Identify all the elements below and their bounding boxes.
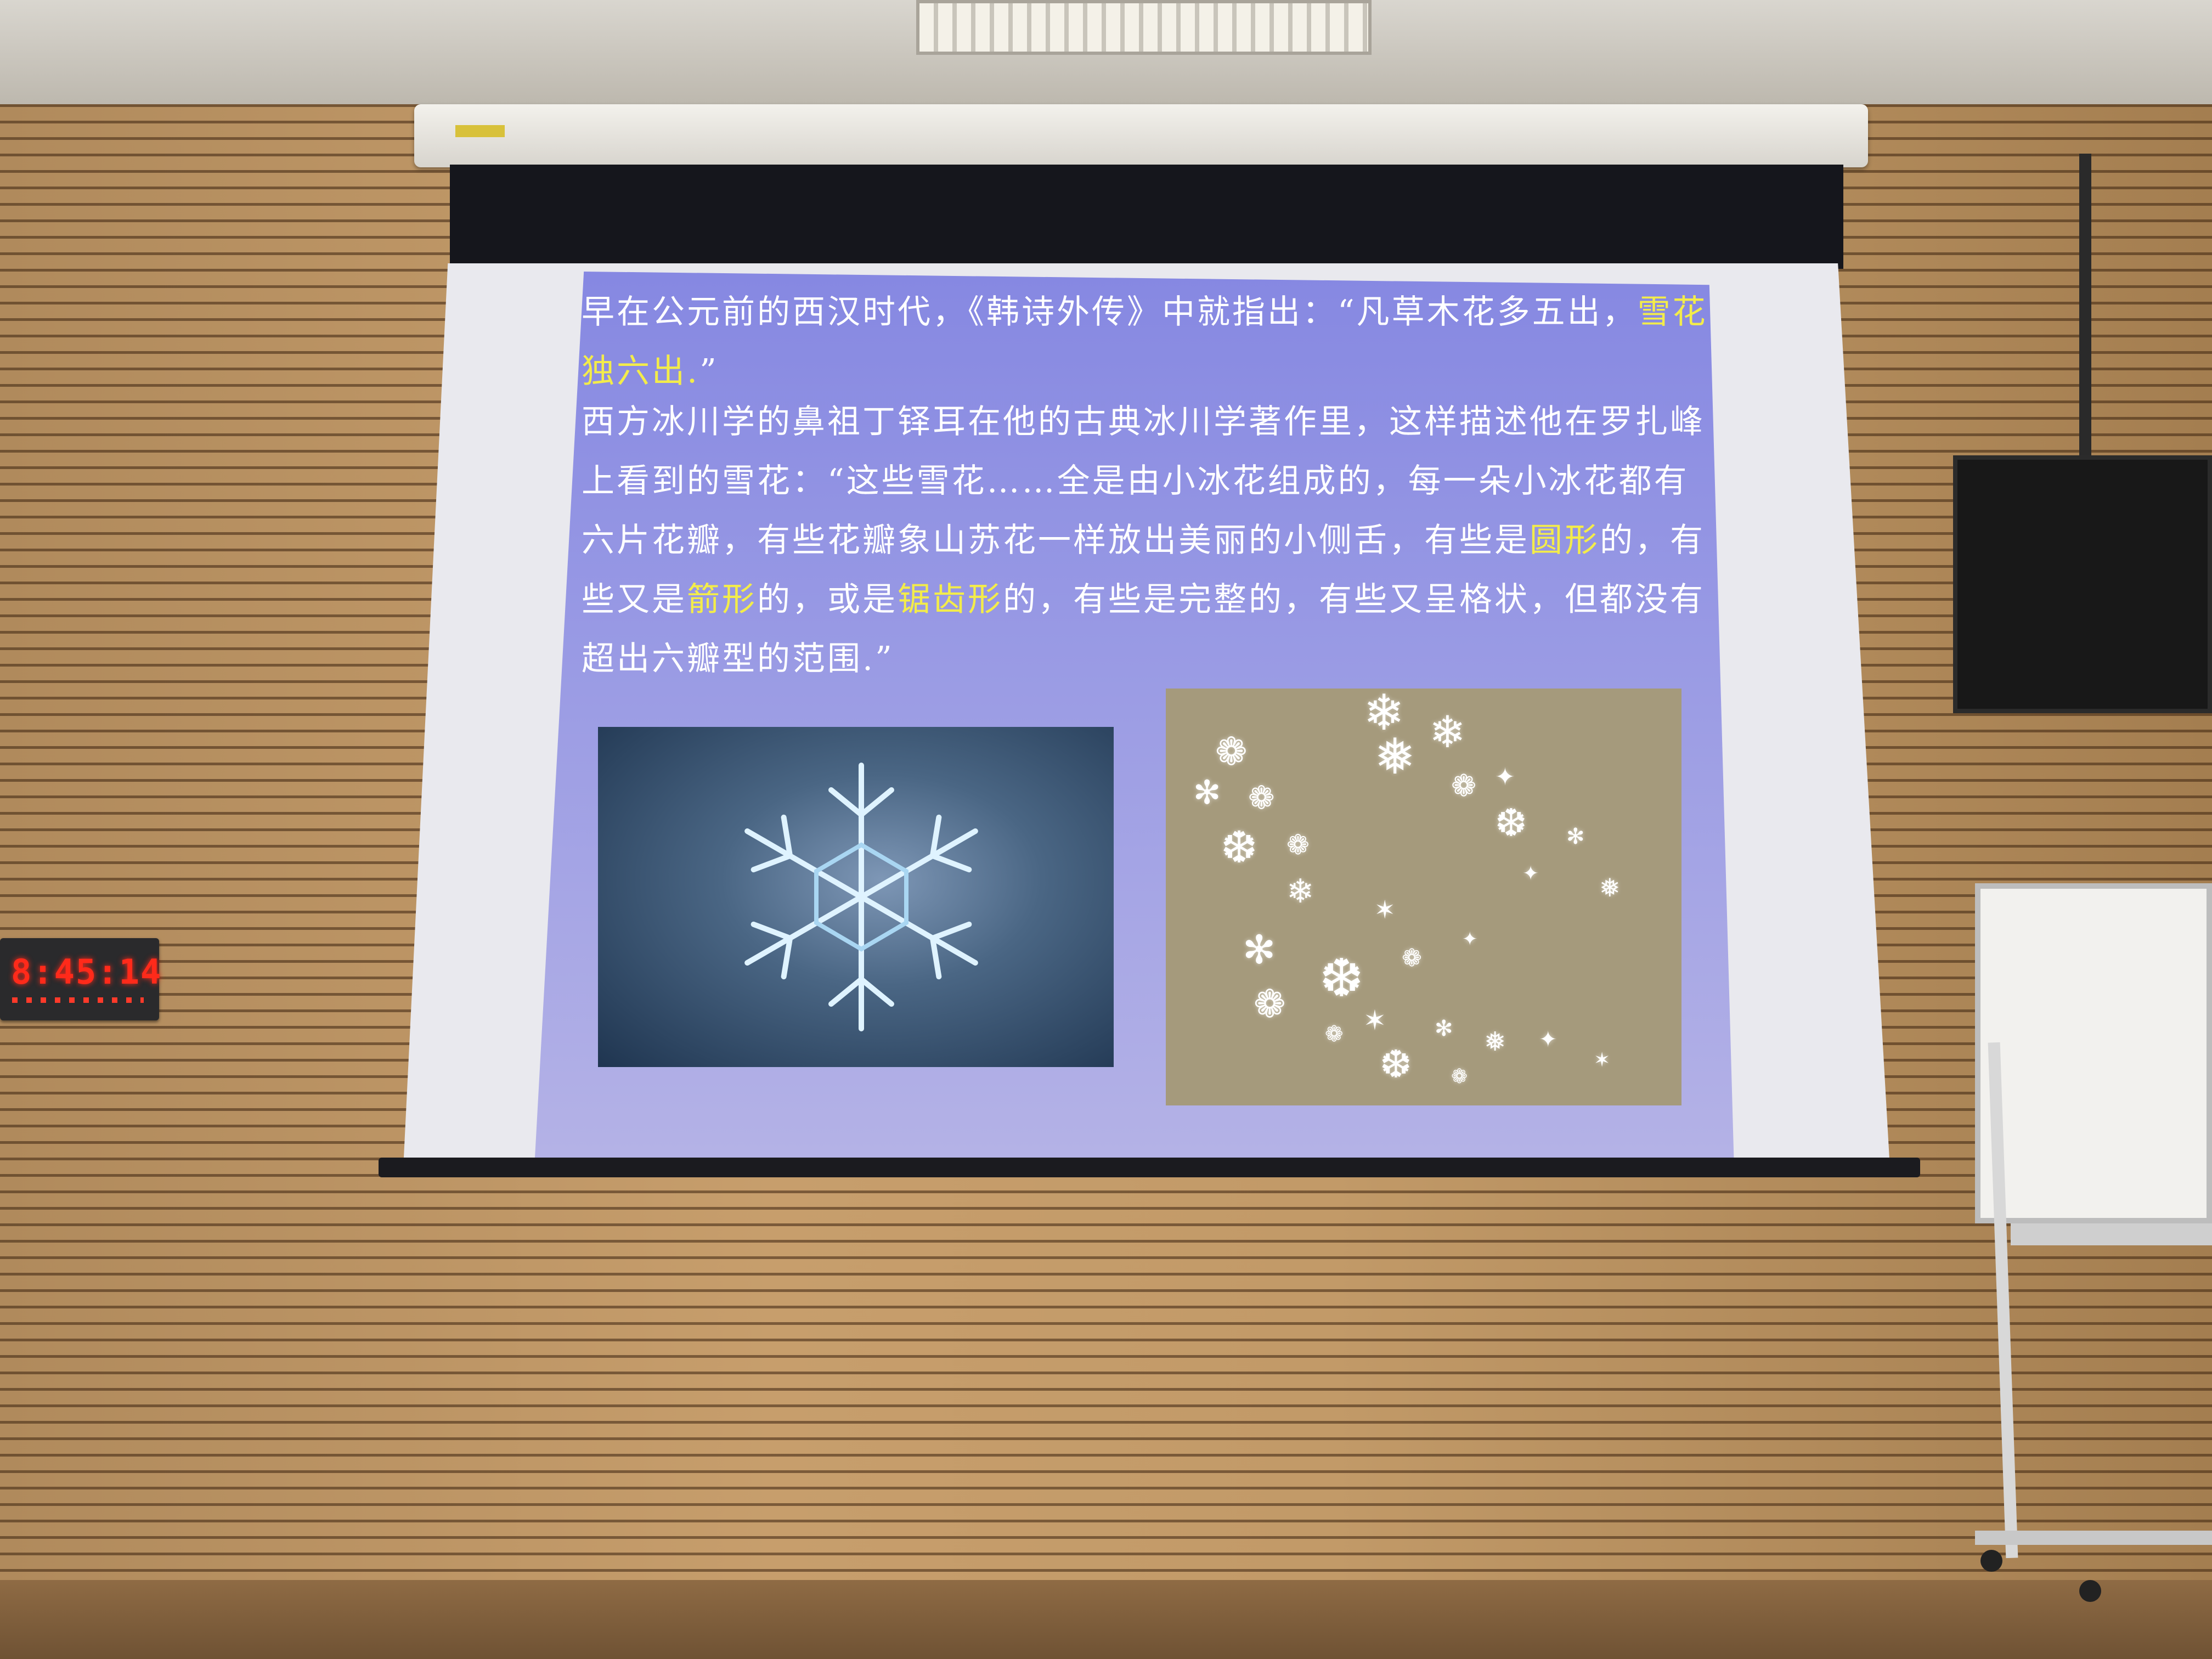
- snowflake-icon: ✻: [1435, 1016, 1453, 1041]
- bullet-highlight: 箭形: [687, 580, 757, 619]
- floor: [0, 1580, 2212, 1659]
- snowflake-icon: ❁: [1215, 729, 1248, 774]
- whiteboard-wheel: [1980, 1550, 2002, 1572]
- snowflake-icon: ❄: [1429, 707, 1466, 758]
- snowflake-icon: ❆: [1380, 1042, 1412, 1087]
- snowflake-icon: ✦: [1522, 862, 1539, 885]
- bullet-highlight: 锯齿形: [898, 580, 1003, 619]
- screen-bottom-bar: [379, 1158, 1920, 1177]
- screen-black-drop: [450, 165, 1843, 269]
- whiteboard-tray: [2011, 1223, 2212, 1245]
- snowflake-icon: ❁: [1451, 768, 1477, 803]
- bullet-text: 西方冰川学的鼻祖丁铎耳在他的古典冰川学著作里，这样描述他在罗扎峰上看到的雪花：“…: [582, 403, 1705, 560]
- snowflake-icon: ❅: [1599, 873, 1621, 902]
- slide-bullet-1: 早在公元前的西汉时代，《韩诗外传》中就指出：“凡草木花多五出，雪花独六出.”: [549, 283, 1723, 401]
- snowflake-icon: ❆: [1221, 822, 1258, 873]
- digital-clock: 8:45:14: [0, 938, 162, 1020]
- snowflake-icon: ✶: [1594, 1049, 1611, 1071]
- bullet-text: 的，有些是完整的，有些又呈格状，但都没有超出六瓣型的范围.”: [582, 580, 1705, 678]
- snowflake-icon: ✦: [1539, 1027, 1558, 1052]
- bullet-text: 的，或是: [757, 580, 898, 619]
- snowflake-icon: ❆: [1495, 800, 1527, 845]
- snowflake-icon: ❅: [1374, 728, 1416, 786]
- snowflake-icon: ❁: [1254, 981, 1286, 1026]
- bullet-text: ”: [699, 352, 719, 391]
- snowflake-icon: ❁: [1248, 779, 1275, 816]
- whiteboard: [1975, 883, 2212, 1223]
- clock-indicator-strip: [12, 997, 144, 1003]
- slide-bullet-2: 西方冰川学的鼻祖丁铎耳在他的古典冰川学著作里，这样描述他在罗扎峰上看到的雪花：“…: [549, 392, 1723, 689]
- snowflake-icon: ❁: [1325, 1022, 1344, 1047]
- projector-screen-casing: [414, 104, 1868, 167]
- snowflake-icon: ❅: [1484, 1026, 1506, 1057]
- snowflake-icon: ✻: [1566, 824, 1585, 849]
- whiteboard-base: [1975, 1531, 2212, 1545]
- clock-time: 8:45:14: [11, 952, 162, 992]
- snowflake-icon: ❁: [1451, 1065, 1468, 1088]
- bullet-text: 早在公元前的西汉时代，《韩诗外传》中就指出：“凡草木花多五出，: [582, 293, 1638, 331]
- snowflakes-collage-photo: ❄ ❄ ❅ ❁ ✻ ❁ ❁ ✦ ❆ ❁ ❆ ✻ ❄ ❅ ✦ ✶ ✻ ❆ ❁ ✦ …: [1166, 689, 1681, 1105]
- snowflake-icon: ✦: [1462, 928, 1478, 950]
- snowflake-icon: ✶: [1374, 895, 1396, 924]
- presentation-slide: 早在公元前的西汉时代，《韩诗外传》中就指出：“凡草木花多五出，雪花独六出.” 西…: [535, 272, 1734, 1158]
- ceiling-light: [916, 0, 1372, 55]
- snowflake-icon: [744, 763, 978, 1031]
- snowflake-icon: ✻: [1243, 927, 1276, 973]
- whiteboard-wheel: [2079, 1580, 2101, 1602]
- snowflake-icon: ❁: [1286, 829, 1310, 861]
- snowflake-crystal-photo: [598, 727, 1114, 1067]
- snowflake-icon: ✦: [1495, 763, 1515, 791]
- snowflake-icon: ❄: [1286, 872, 1314, 911]
- bullet-highlight: 圆形: [1530, 521, 1600, 560]
- snowflake-icon: ❆: [1319, 947, 1364, 1009]
- wall-tv-monitor: [1953, 455, 2212, 713]
- snowflake-icon: ❁: [1402, 944, 1422, 972]
- snowflake-icon: ✻: [1193, 774, 1221, 812]
- snowflake-icon: ✶: [1363, 1005, 1386, 1036]
- tv-mount-pole: [2079, 154, 2091, 461]
- ceiling: [0, 0, 2212, 104]
- casing-brand-label: [455, 125, 505, 137]
- bullet-highlight: 雪花独六出.: [582, 293, 1708, 391]
- snowflake-icon: ❄: [1363, 684, 1405, 742]
- bullet-text: 的，有些又是: [582, 521, 1705, 619]
